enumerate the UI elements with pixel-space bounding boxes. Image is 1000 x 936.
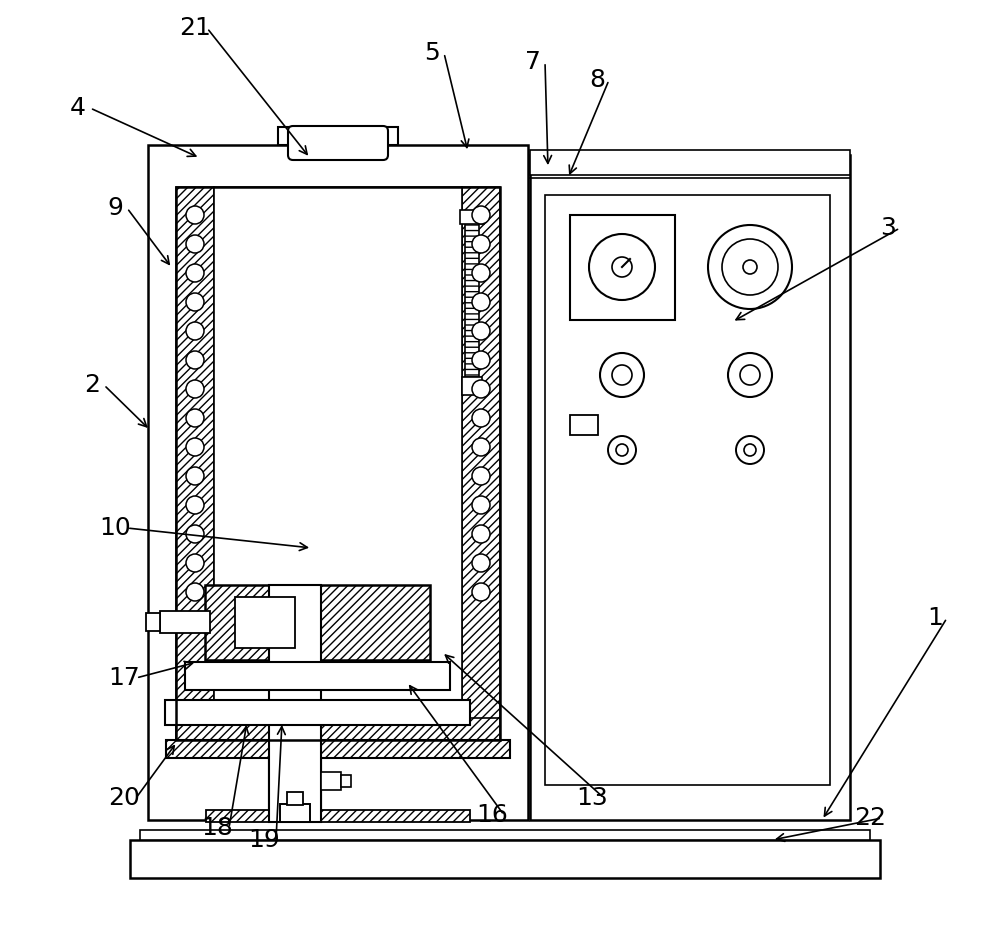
Bar [140,830,870,840]
Bar [130,840,880,878]
Circle shape [472,409,490,427]
Bar [280,804,310,822]
Text: 13: 13 [576,786,608,810]
Bar [165,700,470,725]
Bar [185,662,450,690]
Text: 2: 2 [84,373,100,397]
Bar [160,611,210,633]
Bar [341,775,351,787]
Bar [205,585,430,660]
Text: 3: 3 [880,216,896,240]
Bar [269,758,321,810]
Bar [530,150,850,175]
Circle shape [472,322,490,340]
Bar [214,187,462,718]
Text: 16: 16 [476,803,508,827]
Circle shape [612,257,632,277]
Text: 19: 19 [248,828,280,852]
Text: 10: 10 [99,516,131,540]
Circle shape [186,467,204,485]
Bar [176,718,500,740]
Circle shape [186,409,204,427]
Circle shape [186,438,204,456]
Circle shape [186,206,204,224]
Bar [269,585,321,822]
Circle shape [472,206,490,224]
Circle shape [186,293,204,311]
Text: 20: 20 [108,786,140,810]
Circle shape [186,380,204,398]
Bar [321,772,341,790]
Text: 21: 21 [179,16,211,40]
Bar [465,222,479,377]
Circle shape [472,583,490,601]
Text: 7: 7 [525,50,541,74]
Text: 8: 8 [589,68,605,92]
Circle shape [186,235,204,253]
Bar [462,187,500,740]
Bar [287,792,303,805]
Bar [146,613,160,631]
Text: 22: 22 [854,806,886,830]
Bar [570,415,598,435]
Circle shape [472,496,490,514]
Bar [530,155,850,820]
Circle shape [186,525,204,543]
Bar [176,187,500,740]
Circle shape [472,351,490,369]
Bar [166,740,510,758]
Bar [235,597,295,648]
Bar [545,195,830,785]
Bar [570,215,675,320]
Circle shape [186,496,204,514]
Text: 4: 4 [70,96,86,120]
Bar [278,127,398,145]
Circle shape [472,293,490,311]
Bar [462,377,482,395]
Circle shape [743,260,757,274]
Bar [148,145,528,820]
Text: 1: 1 [927,606,943,630]
Circle shape [472,467,490,485]
FancyBboxPatch shape [288,126,388,160]
Bar [206,810,470,822]
Circle shape [472,380,490,398]
Text: 9: 9 [107,196,123,220]
Text: 5: 5 [424,41,440,65]
Circle shape [472,525,490,543]
Circle shape [472,438,490,456]
Circle shape [186,264,204,282]
Circle shape [472,554,490,572]
Bar [176,187,214,740]
Text: 17: 17 [108,666,140,690]
Text: 18: 18 [201,816,233,840]
Circle shape [472,264,490,282]
Circle shape [472,235,490,253]
Circle shape [186,554,204,572]
Circle shape [186,322,204,340]
Circle shape [186,583,204,601]
Circle shape [186,351,204,369]
Bar [460,210,484,224]
